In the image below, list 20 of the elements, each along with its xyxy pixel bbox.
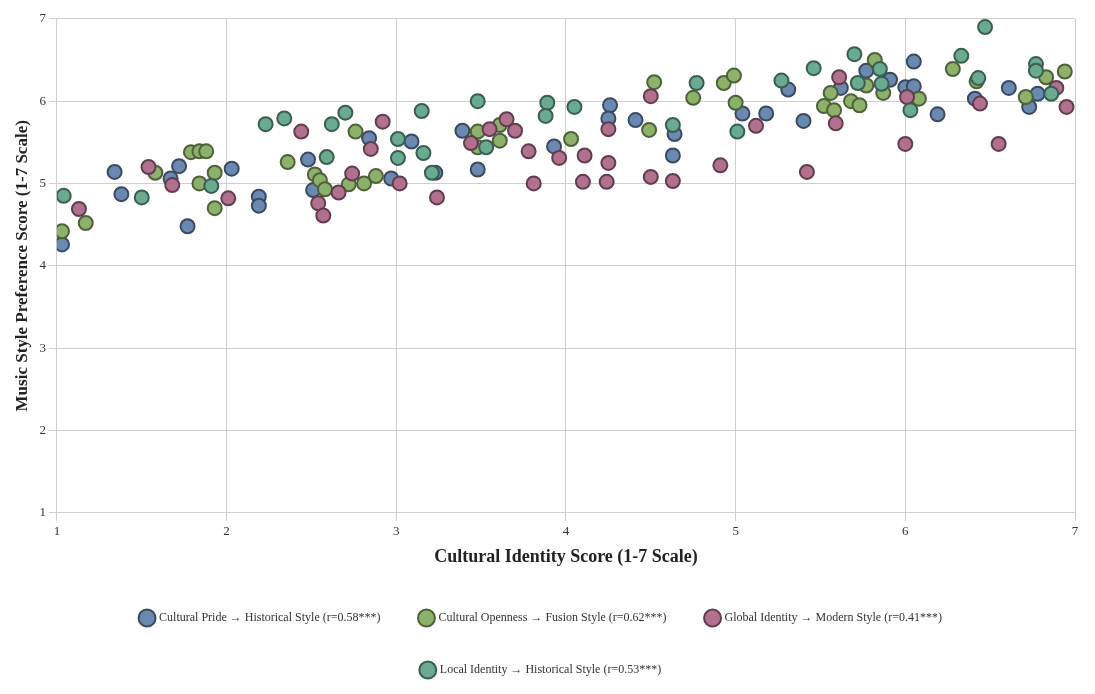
x-tick-label: 5 [732,523,739,539]
x-tick-label: 2 [223,523,230,539]
y-tick-label: 3 [39,339,46,355]
legend-label: Cultural Pride → Historical Style (r=0.58***) [159,610,381,625]
x-tick-label: 4 [562,523,570,539]
x-tick-label: 1 [53,523,61,539]
x-tick-label: 3 [393,523,400,539]
y-tick-label: 1 [39,504,46,520]
y-tick-label: 5 [39,174,46,190]
y-tick-label: 4 [39,257,47,273]
legend-label: Local Identity → Historical Style (r=0.53***) [439,662,662,677]
x-tick-label: 6 [902,523,910,539]
legend-label: Cultural Openness → Fusion Style (r=0.62***) [438,610,667,625]
y-tick-label: 7 [39,10,47,26]
x-tick-label: 7 [1071,523,1079,539]
y-axis-title: Music Style Preference Score (1-7 Scale) [11,120,31,412]
y-tick-label: 6 [39,92,47,108]
y-tick-label: 2 [39,421,46,437]
legend-label: Global Identity → Modern Style (r=0.41***) [724,610,942,625]
x-axis-title: Cultural Identity Score (1-7 Scale) [434,545,698,567]
